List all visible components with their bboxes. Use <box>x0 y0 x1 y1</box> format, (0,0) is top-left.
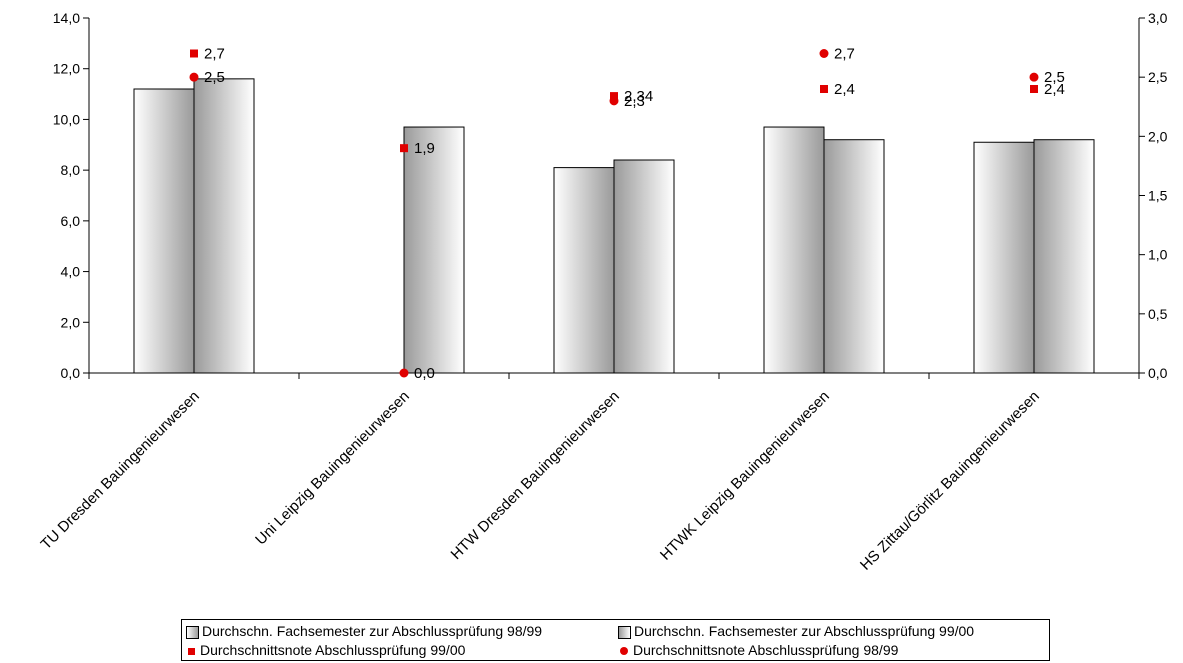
y-left-tick-label: 0,0 <box>61 365 81 381</box>
chart: 0,0 2,0 4,0 6,0 8,0 10,0 12,0 14,0 0,0 0,5 1,0 1,5 2… <box>38 10 1168 574</box>
y-right-tick-label: 1,5 <box>1148 188 1168 204</box>
y-right-tick-label: 3,0 <box>1148 10 1168 26</box>
x-category-label: HTWK Leipzig Bauingenieurwesen <box>657 388 833 564</box>
note-98-99-data-label: 0,0 <box>414 365 435 382</box>
bar-99-00-swatch-icon <box>618 625 631 639</box>
note-99-00-marker <box>190 49 198 58</box>
note-99-00-data-label: 2,7 <box>204 46 225 63</box>
y-left-tick-label: 6,0 <box>61 213 81 229</box>
bar-99-00 <box>193 78 255 374</box>
y-right-tick-label: 1,0 <box>1148 247 1168 263</box>
bar-98-99 <box>133 88 195 374</box>
y-left-tick-label: 4,0 <box>61 264 81 280</box>
legend-label: Durchschn. Fachsemester zur Abschlussprü… <box>634 623 975 639</box>
note-99-00-data-label: 2,4 <box>834 81 855 98</box>
note-98-99-data-label: 2,7 <box>834 46 855 63</box>
x-category-label: HS Zittau/Görlitz Bauingenieurwesen <box>857 388 1043 574</box>
bars-layer <box>133 78 1095 374</box>
bar-99-00 <box>403 126 465 374</box>
legend-item-bar-98-99: Durchschn. Fachsemester zur Abschlussprü… <box>186 621 542 641</box>
legend-item-note-99-00: Durchschnittsnote Abschlussprüfung 99/00 <box>186 640 465 660</box>
note-98-99-marker <box>819 49 829 58</box>
bar-98-99 <box>973 141 1035 374</box>
legend-item-bar-99-00: Durchschn. Fachsemester zur Abschlussprü… <box>618 621 974 641</box>
legend-item-note-98-99: Durchschnittsnote Abschlussprüfung 98/99 <box>618 640 898 660</box>
note-98-99-data-label: 2,3 <box>624 93 645 110</box>
markers-layer: 2,71,92,34 2,4 2,42,50,02,32,72,5 <box>189 46 1065 382</box>
y-left-tick-label: 8,0 <box>61 162 81 178</box>
y-left-tick-label: 2,0 <box>61 314 81 330</box>
bar-99-00 <box>823 139 885 374</box>
note-98-99-data-label: 2,5 <box>1044 69 1065 86</box>
bar-98-99 <box>763 126 825 374</box>
bar-99-00 <box>613 159 675 374</box>
x-category-label: HTW Dresden Bauingenieurwesen <box>447 388 622 563</box>
y-right-tick-label: 2,5 <box>1148 69 1168 85</box>
x-category-label: Uni Leipzig Bauingenieurwesen <box>252 388 413 549</box>
note-99-00-marker <box>1030 85 1038 93</box>
chart-legend: Durchschn. Fachsemester zur Abschlussprü… <box>181 619 1050 661</box>
legend-label: Durchschnittsnote Abschlussprüfung 98/99 <box>633 642 899 658</box>
y-right-tick-label: 0,5 <box>1148 306 1168 322</box>
bar-99-00 <box>1033 139 1095 374</box>
legend-label: Durchschn. Fachsemester zur Abschlussprü… <box>202 623 543 639</box>
bar-98-99 <box>553 167 615 374</box>
note-98-99-data-label: 2,5 <box>204 69 225 86</box>
note-99-00-data-label: 2,4 <box>1044 81 1065 98</box>
note-99-00-marker <box>820 85 828 93</box>
x-category-label: TU Dresden Bauingenieurwesen <box>38 388 203 553</box>
note-99-00-data-label: 1,9 <box>414 140 435 157</box>
y-left-tick-label: 10,0 <box>53 111 80 127</box>
note-99-00-marker <box>610 92 618 101</box>
y-left-tick-label: 12,0 <box>53 61 80 77</box>
circle-marker-icon <box>620 647 628 656</box>
y-right-tick-label: 2,0 <box>1148 128 1168 144</box>
bar-98-99-swatch-icon <box>186 625 199 639</box>
note-98-99-marker <box>189 72 199 82</box>
square-marker-icon <box>188 647 195 655</box>
note-99-00-data-label: 2,34 <box>624 88 653 105</box>
note-98-99-marker <box>609 96 619 106</box>
y-right-tick-label: 0,0 <box>1148 365 1168 381</box>
note-98-99-marker <box>1029 72 1039 82</box>
note-99-00-marker <box>400 144 408 153</box>
legend-label: Durchschnittsnote Abschlussprüfung 99/00 <box>200 642 466 658</box>
y-left-tick-label: 14,0 <box>53 10 80 26</box>
note-98-99-marker <box>399 368 409 378</box>
